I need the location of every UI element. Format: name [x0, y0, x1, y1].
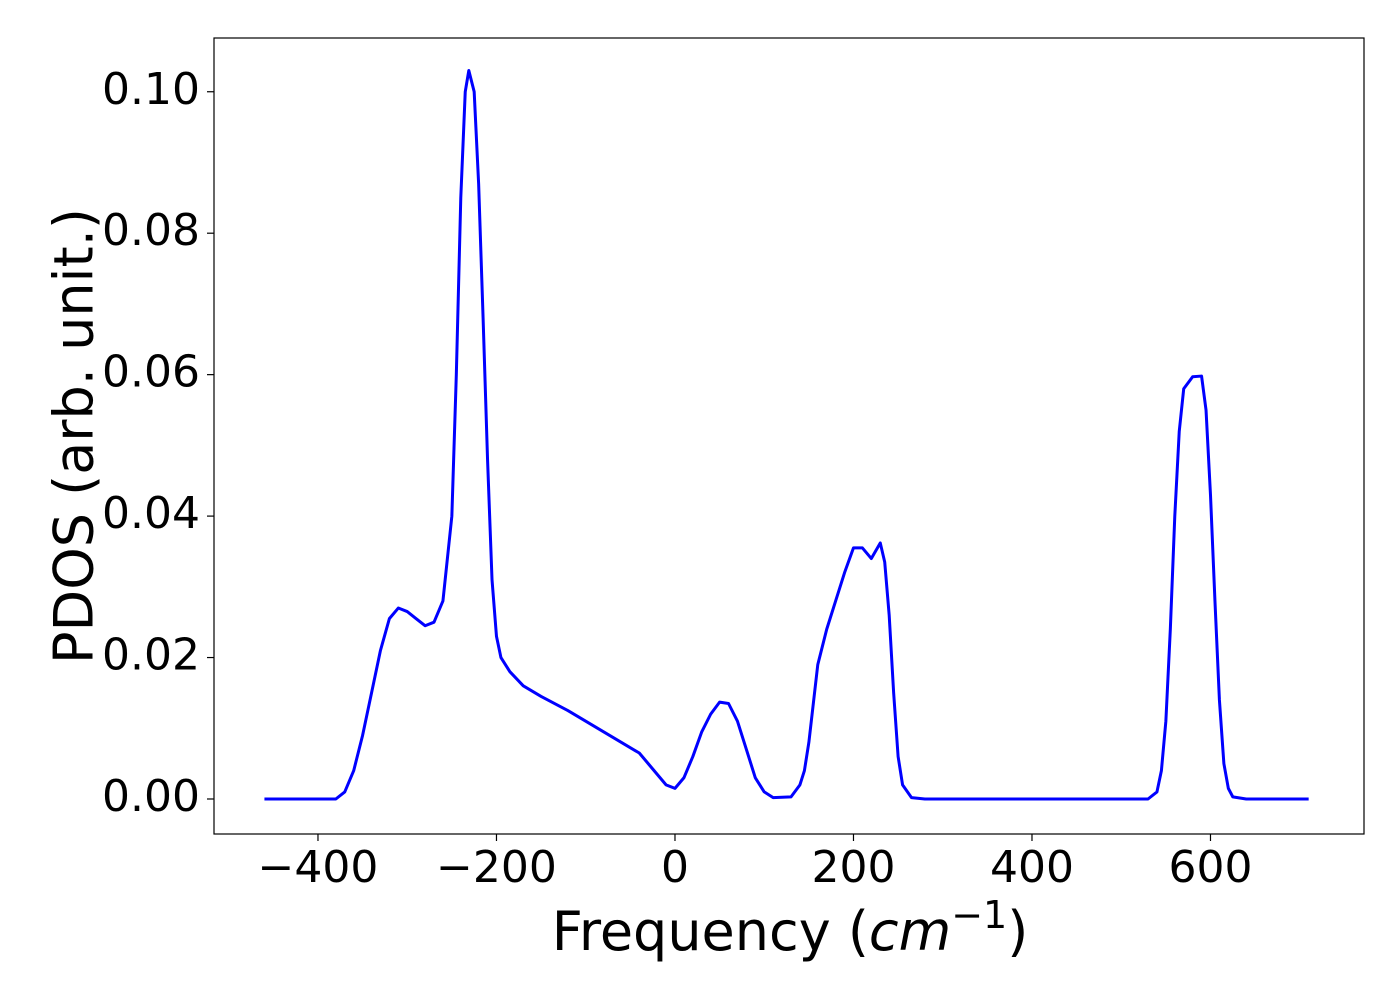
x-label-unit: cm [869, 900, 951, 963]
x-tick-label: 0 [661, 842, 689, 893]
y-tick-label: 0.10 [102, 64, 200, 115]
y-tick-label: 0.00 [102, 771, 200, 822]
y-tick-label: 0.08 [102, 205, 200, 256]
x-tick-label: −400 [258, 842, 379, 893]
x-tick-label: 200 [811, 842, 895, 893]
y-tick-label: 0.02 [102, 630, 200, 681]
y-axis-label: PDOS (arb. unit.) [43, 208, 106, 664]
y-tick-label: 0.06 [102, 347, 200, 398]
x-tick-label: −200 [436, 842, 557, 893]
x-label-exponent: −1 [951, 893, 1007, 937]
pdos-line [264, 69, 1309, 801]
x-tick-label: 600 [1168, 842, 1252, 893]
plot-frame [213, 37, 1365, 835]
x-tick-label: 400 [990, 842, 1074, 893]
y-tick-label: 0.04 [102, 488, 200, 539]
x-label-close: ) [1007, 900, 1028, 963]
x-label-text: Frequency ( [552, 900, 869, 963]
x-axis-label: Frequency (cm−1) [552, 893, 1029, 963]
